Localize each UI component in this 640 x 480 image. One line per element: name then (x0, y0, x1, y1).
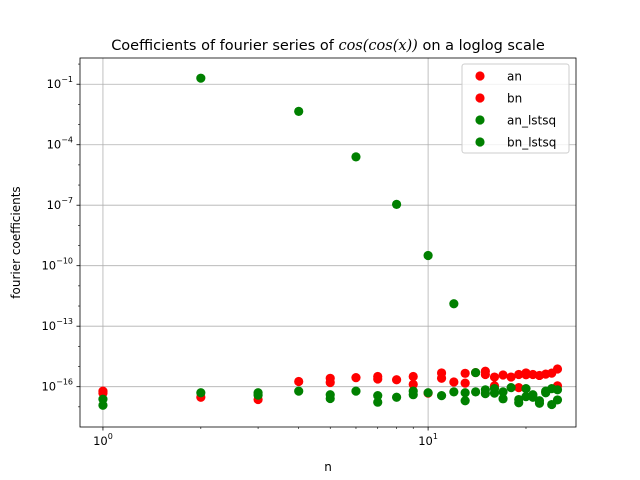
point-an (552, 364, 563, 374)
point-an-lstsq (498, 387, 508, 397)
point-an-lstsq (489, 388, 500, 398)
point-an (514, 382, 524, 393)
point-an-lstsq (471, 387, 481, 397)
point-an-lstsq (449, 387, 459, 397)
point-an-lstsq (423, 388, 433, 398)
y-axis-ticks: 10−16 10−13 10−10 10−7 10−4 10−1 (41, 63, 80, 408)
point-an-lstsq (351, 386, 361, 396)
point-an (480, 369, 490, 380)
point-an-lstsq (460, 396, 470, 406)
legend-marker-an-lstsq (475, 115, 485, 125)
y-tick-label: 10−7 (47, 196, 73, 212)
y-tick-label: 10−16 (41, 378, 73, 394)
point-an (498, 370, 508, 380)
point-an-lstsq (294, 386, 304, 396)
point-an (460, 378, 470, 388)
x-axis-ticks: 100 101 (93, 427, 527, 448)
legend-label-bn: bn (507, 92, 522, 106)
point-an-lstsq (521, 384, 531, 394)
point-an (373, 374, 383, 384)
x-tick-label: 100 (93, 432, 113, 448)
point-an (521, 370, 531, 380)
chart-title: Coefficients of fourier series of cos(co… (111, 38, 545, 54)
point-an-lstsq (294, 106, 304, 116)
point-an (391, 375, 402, 385)
legend-marker-an (475, 71, 485, 81)
legend-box (461, 63, 570, 154)
point-an (408, 371, 418, 382)
point-an-lstsq (391, 199, 402, 209)
x-tick-label: 101 (418, 432, 438, 448)
point-an-lstsq (552, 395, 563, 405)
point-an (460, 368, 470, 378)
legend-label-an: an (507, 70, 522, 84)
point-an-lstsq (373, 397, 383, 407)
x-axis-label: n (324, 460, 332, 474)
point-an-lstsq (196, 388, 206, 398)
point-an-lstsq (552, 385, 563, 395)
point-an (325, 377, 335, 388)
y-axis-label: fourier coefficients (9, 186, 23, 298)
point-an (294, 376, 304, 387)
point-an-lstsq (436, 391, 447, 401)
point-an-lstsq (351, 152, 361, 162)
y-tick-label: 10−13 (41, 317, 73, 333)
point-an-lstsq (325, 393, 335, 404)
point-an-lstsq (423, 250, 433, 261)
point-an (408, 379, 418, 389)
point-an-lstsq (449, 299, 459, 309)
y-tick-label: 10−1 (47, 75, 73, 91)
point-an-lstsq (373, 391, 383, 401)
point-an (449, 377, 459, 387)
point-an-lstsq (408, 390, 418, 400)
legend-label-bn-lstsq: bn_lstsq (507, 136, 556, 150)
point-an (436, 373, 447, 383)
point-an-lstsq (391, 392, 402, 402)
legend-marker-bn (475, 93, 485, 103)
y-tick-label: 10−10 (41, 257, 73, 273)
point-an-lstsq (498, 394, 508, 404)
point-an-lstsq (460, 388, 470, 398)
point-an-lstsq (98, 394, 108, 404)
data-points (98, 73, 563, 410)
legend: an bn an_lstsq bn_lstsq (461, 63, 570, 154)
point-an (489, 372, 500, 382)
point-an (514, 369, 524, 380)
y-tick-label: 10−4 (47, 136, 73, 152)
point-an-lstsq (506, 382, 516, 393)
point-an-lstsq (480, 389, 490, 399)
legend-label-an-lstsq: an_lstsq (507, 114, 556, 128)
point-an-lstsq (196, 73, 206, 83)
point-an-lstsq (514, 398, 524, 408)
point-an-lstsq (521, 392, 531, 402)
point-an-lstsq (534, 398, 545, 408)
point-an (506, 372, 516, 382)
point-an-lstsq (253, 390, 263, 400)
point-an (351, 373, 361, 383)
plot-frame (79, 57, 577, 428)
legend-marker-bn-lstsq (475, 137, 485, 147)
point-an-lstsq (471, 367, 481, 378)
